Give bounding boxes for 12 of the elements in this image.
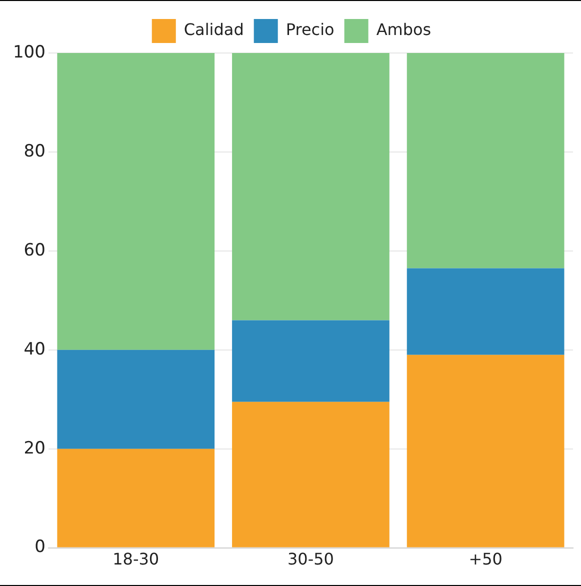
y-tick-label: 20 [24,438,46,458]
x-tick-label: 30-50 [287,550,334,569]
y-tick-label: 40 [24,339,46,360]
y-tick-label: 100 [12,42,46,62]
legend-label: Calidad [184,20,244,40]
legend-label: Precio [286,20,334,40]
x-tick-label: +50 [468,550,502,569]
y-tick-label: 60 [24,240,46,260]
legend-label: Ambos [376,20,432,40]
x-tick-label: 18-30 [112,550,160,569]
y-tick-label: 0 [34,537,46,558]
y-tick-label: 80 [24,141,46,162]
